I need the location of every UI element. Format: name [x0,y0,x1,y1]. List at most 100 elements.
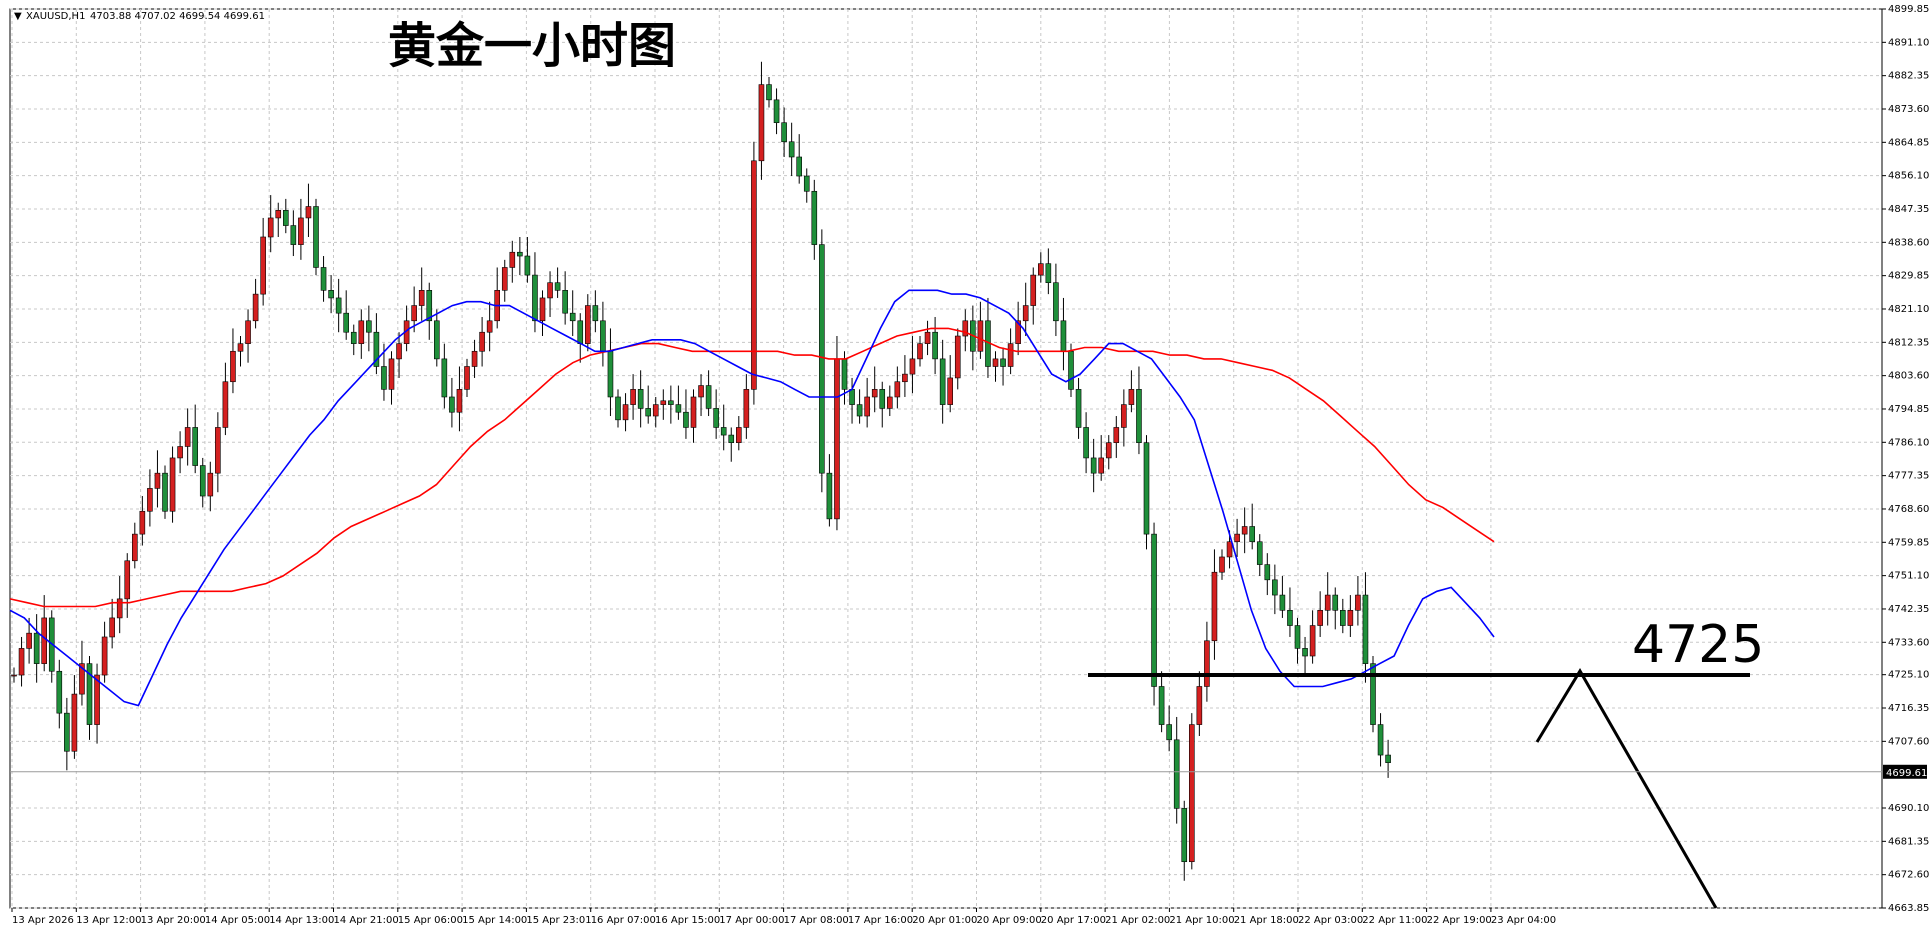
candle-down [796,156,803,177]
candle-down [1136,389,1142,443]
y-tick-label: 4873.60 [1888,104,1929,115]
candle-up [94,674,100,725]
y-tick-label: 4812.35 [1888,337,1929,348]
candle-down [1181,808,1188,863]
x-tick-label: 16 Apr 15:00 [655,915,720,926]
candle-down [1053,282,1059,322]
candle-up [909,358,916,375]
candle-up [954,335,961,379]
candle-down [1294,625,1301,649]
x-tick-label: 20 Apr 01:00 [912,915,977,926]
price-axis[interactable]: 4899.85 4891.10 4882.35 4873.60 4864.85 4856.… [1882,4,1929,914]
candle-down [350,331,357,344]
x-tick-label: 17 Apr 00:00 [719,915,784,926]
candle-down [86,663,93,725]
candle-down [577,320,584,344]
candle-down [1272,579,1278,596]
candle-up [977,320,984,352]
candle-up [222,381,229,428]
candle-up [418,290,425,306]
y-tick-label: 4768.60 [1888,504,1929,515]
candle-up [1309,625,1316,657]
candle-up [1113,427,1120,443]
moving-averages [9,289,1495,707]
candle-down [569,312,576,322]
candle-down [320,267,327,291]
y-tick-label: 4864.85 [1888,137,1929,148]
y-tick-label: 4777.35 [1888,471,1929,482]
candle-down [1377,724,1384,756]
candle-down [1249,526,1255,543]
candle-up [237,343,244,352]
candle-down [433,320,440,360]
candle-down [1362,594,1369,664]
candle-down [826,472,833,520]
candle-down [1090,457,1097,474]
y-tick-label: 4899.85 [1888,4,1929,15]
symbol-dropdown-icon[interactable]: ▼ [14,11,22,22]
y-tick-label: 4856.10 [1888,171,1929,182]
candle-up [1105,442,1112,459]
candle-down [849,389,855,405]
candle-down [426,290,433,322]
candle-up [886,396,893,409]
candle-up [1007,343,1014,367]
candle-down [366,320,372,333]
y-tick-label: 4829.85 [1888,271,1929,282]
candle-up [962,320,969,337]
y-tick-label: 4725.10 [1888,670,1929,681]
ma-fast-line [9,289,1495,707]
ohlc-label: 4703.88 4707.02 4699.54 4699.61 [90,11,265,22]
candle-up [1234,533,1240,543]
candle-down [1302,648,1308,657]
candle-down [645,408,652,417]
x-tick-label: 15 Apr 23:01 [526,915,591,926]
candle-down [1256,541,1263,565]
candle-down [33,632,40,664]
candle-up [11,674,17,677]
candle-down [313,206,319,268]
grid [10,8,1882,909]
x-tick-label: 17 Apr 16:00 [848,915,913,926]
candle-up [230,350,236,383]
y-tick-label: 4891.10 [1888,37,1929,48]
candle-up [471,350,478,367]
candle-up [501,267,508,291]
candle-down [562,290,568,314]
candle-down [819,244,825,474]
candle-down [1340,610,1346,626]
candle-down [1083,427,1089,459]
time-axis[interactable]: 13 Apr 2026 13 Apr 12:00 13 Apr 20:00 14 Ap… [11,908,1556,926]
candle-up [1347,610,1354,626]
candle-up [992,358,999,367]
candle-up [18,648,25,676]
candle-down [64,712,70,752]
candle-down [282,210,289,226]
candle-up [1317,610,1323,626]
candle-up [1038,263,1044,276]
candle-down [1075,389,1082,428]
projection-path [1535,668,1718,909]
chart-title: 黄金一小时图 [388,18,676,74]
plot-frame [9,8,1883,909]
candle-down [811,190,818,245]
candle-down [675,404,682,413]
candle-down [1173,739,1180,809]
candle-up [902,373,908,383]
x-tick-label: 21 Apr 18:00 [1234,915,1299,926]
candle-down [1151,533,1157,687]
candle-down [841,358,848,390]
candle-down [668,400,674,405]
y-tick-label: 4803.60 [1888,371,1929,382]
candle-down [199,465,206,497]
candle-up [101,636,108,676]
y-tick-label: 4838.60 [1888,237,1929,248]
candle-up [1128,389,1135,405]
candle-up [652,404,659,417]
candle-up [834,358,840,520]
x-tick-label: 14 Apr 13:00 [269,915,334,926]
level-label: 4725 [1632,615,1764,675]
y-tick-label: 4821.10 [1888,304,1929,315]
